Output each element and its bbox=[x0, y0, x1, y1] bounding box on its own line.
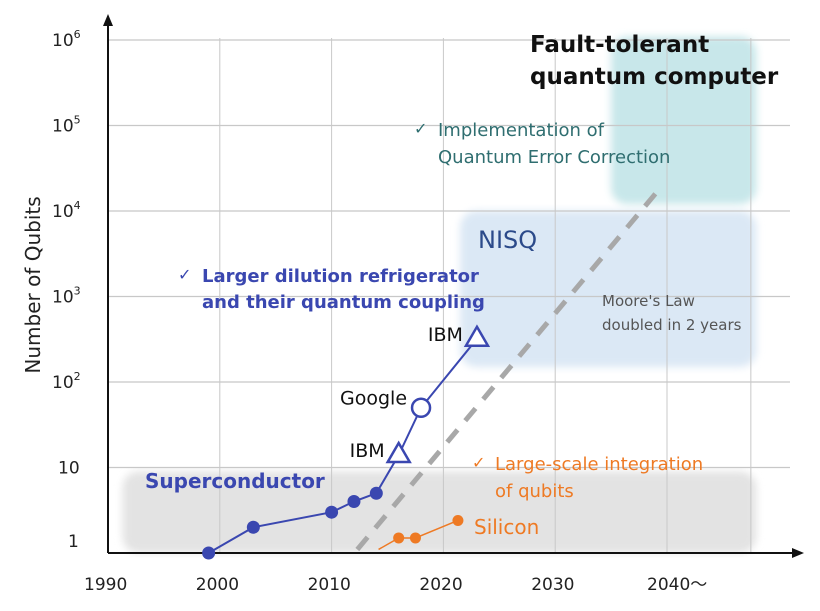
data-point-label: Google bbox=[340, 388, 407, 410]
data-point bbox=[409, 532, 421, 544]
y-tick-exponent: 5 bbox=[74, 114, 81, 127]
integration-annotation-line1: Large-scale integration bbox=[495, 454, 703, 475]
y-axis-label: Number of Qubits bbox=[21, 196, 45, 373]
region-0 bbox=[122, 471, 757, 553]
y-axis-arrow bbox=[103, 14, 113, 26]
y-tick-label: 103 bbox=[52, 285, 81, 308]
data-point-label: IBM bbox=[350, 440, 385, 462]
data-point-open-circle bbox=[410, 397, 432, 418]
data-point bbox=[452, 514, 464, 526]
series-line-silicon bbox=[378, 519, 459, 551]
y-tick-exponent: 6 bbox=[74, 28, 81, 41]
qec-annotation-line1: Implementation of bbox=[438, 120, 605, 141]
refrigerator-check: ✓ bbox=[178, 265, 191, 284]
refrigerator-annotation-line1: Larger dilution refrigerator bbox=[202, 266, 479, 287]
nisq-label: NISQ bbox=[478, 226, 537, 254]
data-point bbox=[347, 495, 361, 509]
y-tick-exponent: 2 bbox=[74, 370, 81, 383]
data-point-triangle bbox=[385, 440, 412, 464]
x-tick-label: 2010 bbox=[308, 575, 351, 595]
refrigerator-annotation-line2: and their quantum coupling bbox=[202, 292, 485, 313]
qec-annotation-line2: Quantum Error Correction bbox=[438, 147, 670, 168]
integration-check: ✓ bbox=[472, 453, 485, 472]
data-point bbox=[246, 520, 260, 534]
y-tick-label: 104 bbox=[52, 199, 81, 222]
data-point bbox=[393, 532, 405, 544]
fault-tolerant-label-line1: Fault-tolerant bbox=[530, 32, 709, 58]
y-tick-exponent: 3 bbox=[74, 285, 81, 298]
moores-law-trend-line bbox=[355, 183, 665, 552]
y-tick-exponent: 4 bbox=[74, 199, 81, 212]
x-tick-label: 2040〜 bbox=[647, 575, 707, 595]
moores-law-line2: doubled in 2 years bbox=[602, 316, 742, 334]
y-tick-label: 102 bbox=[52, 370, 81, 393]
region-1 bbox=[460, 211, 757, 367]
x-tick-label: 2030 bbox=[531, 575, 574, 595]
data-point bbox=[202, 546, 216, 560]
y-tick-label: 1 bbox=[68, 532, 79, 552]
integration-annotation-line2: of qubits bbox=[495, 481, 574, 502]
y-tick-label: 10 bbox=[58, 459, 80, 479]
x-tick-label: 2000 bbox=[196, 575, 239, 595]
x-tick-label: 1990 bbox=[84, 575, 127, 595]
qec-check: ✓ bbox=[414, 119, 427, 138]
data-point-label: IBM bbox=[428, 324, 463, 346]
silicon-label: Silicon bbox=[474, 515, 539, 539]
y-tick-label: 106 bbox=[52, 28, 81, 51]
y-tick-label: 105 bbox=[52, 114, 81, 137]
moores-law-line1: Moore's Law bbox=[602, 292, 695, 310]
data-point bbox=[325, 505, 339, 519]
data-point-triangle bbox=[463, 324, 491, 348]
data-point bbox=[369, 486, 383, 500]
x-tick-label: 2020 bbox=[419, 575, 462, 595]
region-2 bbox=[611, 36, 757, 205]
superconductor-label: Superconductor bbox=[145, 469, 325, 493]
x-axis-arrow bbox=[792, 548, 804, 558]
fault-tolerant-label-line2: quantum computer bbox=[530, 64, 779, 90]
